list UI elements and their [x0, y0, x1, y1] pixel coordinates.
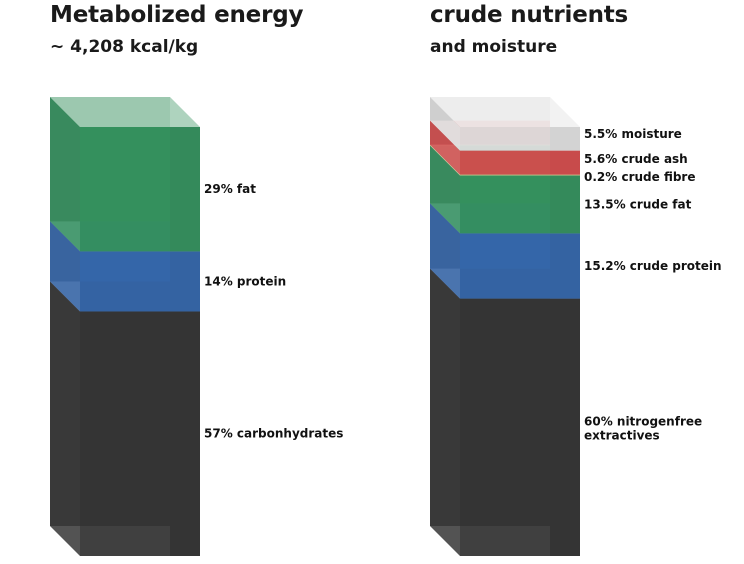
bar-segment-shade	[550, 150, 580, 175]
bar-segment-shade	[550, 175, 580, 234]
bar-segment-front	[460, 298, 580, 556]
bar-segment-side	[430, 144, 460, 176]
segment-label: 13.5% crude fat	[584, 197, 692, 211]
bar-segment-front	[460, 175, 580, 234]
bar-segment-shade	[170, 127, 200, 252]
segment-label: 0.2% crude fibre	[584, 170, 695, 184]
bar-segment-shade	[170, 311, 200, 556]
bar-segment-shade	[550, 127, 580, 151]
bar-segment	[430, 268, 580, 556]
segment-label: 5.5% moisture	[584, 127, 682, 141]
bar-top-face	[430, 97, 580, 127]
segment-label: 15.2% crude protein	[584, 259, 722, 273]
bar-segment	[50, 281, 200, 556]
bar-top-face	[50, 97, 200, 127]
stacked-column-2: 60% nitrogenfree extractives 15.2% crude p…	[430, 97, 722, 556]
bar-segment-shade	[550, 298, 580, 556]
segment-label: 5.6% crude ash	[584, 152, 688, 166]
bar-segment-shade	[550, 233, 580, 299]
bar-segment-front	[80, 251, 200, 312]
chart2-title: crude nutrients	[430, 2, 629, 28]
bar-segment-front	[460, 174, 580, 176]
segment-label: 57% carbonhydrates	[204, 427, 343, 441]
bar-segment	[50, 221, 200, 312]
bar-segment-front	[80, 311, 200, 556]
bar-segment-front	[460, 150, 580, 175]
segment-label: 14% protein	[204, 274, 286, 288]
chart2-subtitle: and moisture	[430, 37, 558, 57]
bar-segment-front	[460, 127, 580, 151]
chart1-subtitle: ~ 4,208 kcal/kg	[50, 37, 199, 57]
bar-segment-shade	[170, 251, 200, 312]
bar-segment-front	[80, 127, 200, 252]
chart1-title: Metabolized energy	[50, 2, 304, 28]
bar-segment-front	[460, 233, 580, 299]
segment-label: 60% nitrogenfree extractives	[584, 414, 702, 442]
segment-label: 29% fat	[204, 182, 256, 196]
stacked-column-1: 57% carbonhydrates 14% protein 29% fat	[50, 97, 343, 556]
bar-segment-shade	[550, 174, 580, 176]
